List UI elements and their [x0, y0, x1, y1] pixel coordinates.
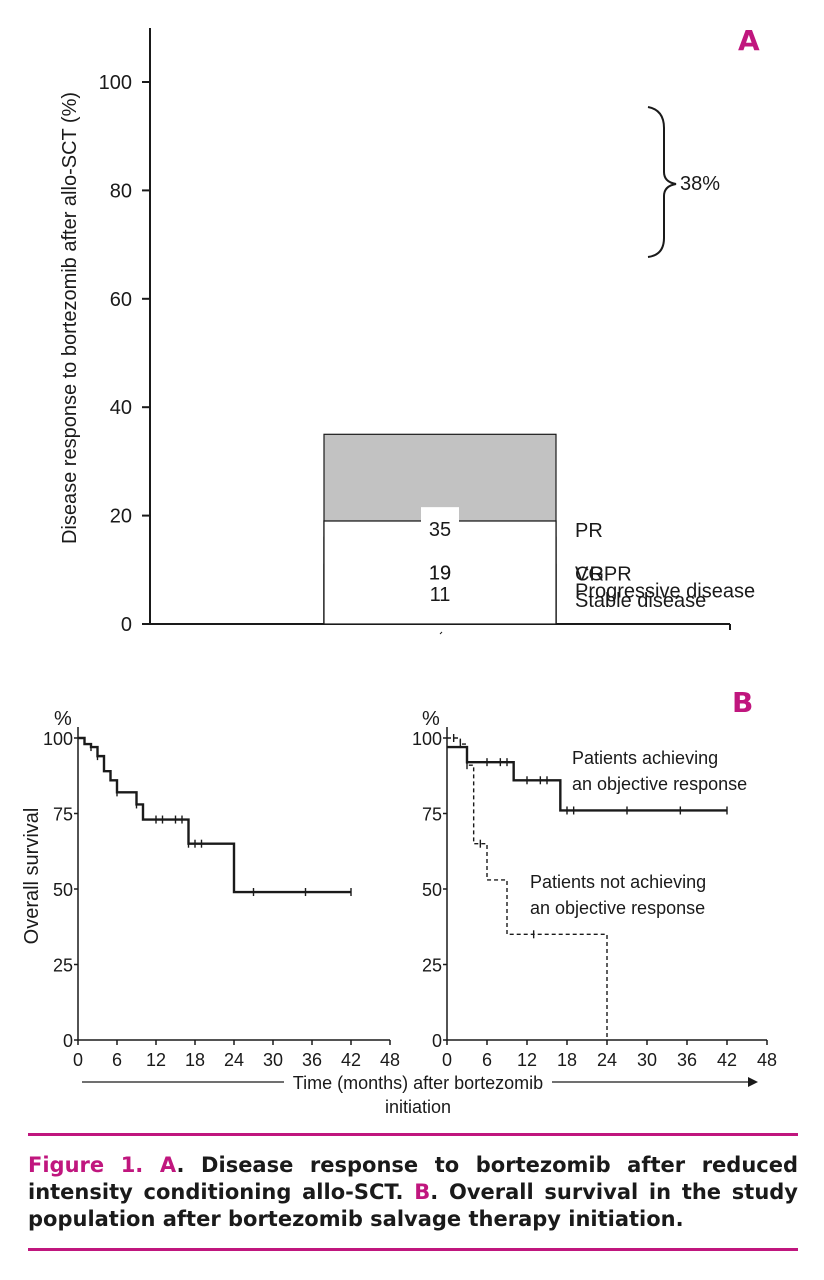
panel-br-x-tick-label: 6: [482, 1050, 492, 1070]
panel-b-right-plot: 0 25 50 75 100 0 6 12 18 24 30 36 42 48: [412, 727, 777, 1070]
legend-nonresponders: Patients not achieving an objective resp…: [530, 872, 711, 918]
legend-responders-line1: Patients achieving: [572, 748, 718, 768]
panel-a-y-tick-label: 80: [110, 180, 132, 202]
panel-a-x-center-mark: [439, 631, 443, 635]
panel-br-y-tick-label: 50: [422, 880, 442, 900]
panel-br-y-tick-label: 100: [412, 729, 442, 749]
panel-bl-yunit: %: [54, 708, 72, 730]
panel-br-yunit: %: [422, 708, 440, 730]
caption-bottom-rule: [28, 1248, 798, 1251]
panel-br-y-tick-label: 75: [422, 805, 442, 825]
legend-responders-line2: an objective response: [572, 774, 747, 794]
segment-value-label: 11: [430, 584, 451, 606]
panel-a-y-tick-label: 60: [110, 289, 132, 311]
panel-bl-y-tick-label: 0: [63, 1031, 73, 1051]
panel-bl-x-tick-label: 48: [380, 1050, 400, 1070]
panel-bl-survival-curve: [78, 736, 351, 894]
panel-a-bracket: [647, 106, 677, 258]
panel-b-left-plot: 0 25 50 75 100 0 6 12 18 24 30 36 42 48: [43, 727, 400, 1070]
panel-bl-x-tick-label: 18: [185, 1050, 205, 1070]
panel-bl-ylabel: Overall survival: [21, 808, 43, 945]
panel-br-x-tick-label: 0: [442, 1050, 452, 1070]
panel-a-y-tick-label: 0: [121, 614, 132, 636]
caption-text-b: . Overall survival in the study populati…: [28, 1180, 798, 1231]
panel-a: A Disease response to bortezomib after a…: [59, 24, 760, 636]
panel-br-x-tick-label: 12: [517, 1050, 537, 1070]
panel-br-x-tick-label: 30: [637, 1050, 657, 1070]
segment-name-label: Stable disease: [575, 590, 706, 612]
time-axis-label-line2: initiation: [385, 1097, 451, 1117]
segment-name-label: VGPR: [575, 564, 632, 586]
segment-value-label: 19: [429, 563, 451, 585]
caption-top-rule: [28, 1133, 798, 1136]
panel-bl-y-tick-label: 100: [43, 729, 73, 749]
panel-br-x-tick-label: 42: [717, 1050, 737, 1070]
panel-bl-x-tick-label: 24: [224, 1050, 244, 1070]
panel-bl-y-tick-label: 50: [53, 880, 73, 900]
segment-value-label: 19: [429, 563, 451, 585]
segment-name-label: PR: [575, 520, 603, 542]
panel-a-axes: 0 20 40 60 80 100: [99, 28, 731, 636]
panel-a-y-tick-label: 100: [99, 72, 132, 94]
figure-caption: Figure 1. A. Disease response to bortezo…: [28, 1152, 798, 1233]
caption-prefix: Figure 1.: [28, 1153, 160, 1177]
segment-value-box: [421, 572, 459, 617]
time-arrow-head: [748, 1077, 758, 1087]
panel-a-y-tick-label: 20: [110, 506, 132, 528]
panel-a-ylabel: Disease response to bortezomib after all…: [59, 92, 81, 544]
panel-br-y-tick-label: 0: [432, 1031, 442, 1051]
panel-bl-x-tick-label: 42: [341, 1050, 361, 1070]
panel-br-x-tick-label: 24: [597, 1050, 617, 1070]
panel-a-letter: A: [738, 24, 760, 57]
legend-nonresponders-line1: Patients not achieving: [530, 872, 706, 892]
panel-a-y-tick-label: 40: [110, 397, 132, 419]
panel-bl-x-tick-label: 36: [302, 1050, 322, 1070]
panel-br-x-tick-label: 18: [557, 1050, 577, 1070]
panel-br-x-tick-label: 48: [757, 1050, 777, 1070]
panel-a-bracket-label: 38%: [680, 173, 720, 195]
figure-1: A Disease response to bortezomib after a…: [21, 24, 777, 1117]
legend-nonresponders-line2: an objective response: [530, 898, 705, 918]
panel-b: B Overall survival % % 0 25 50 75 100 0 6 12 18 2…: [21, 686, 777, 1117]
segment-value-box: [421, 507, 459, 552]
panel-b-letter: B: [732, 686, 753, 719]
segment-value-label: 35: [429, 519, 451, 541]
time-axis-label: Time (months) after bortezomib: [293, 1073, 543, 1093]
segment-name-label: Progressive disease: [575, 581, 755, 603]
caption-panel-b: B: [414, 1180, 431, 1204]
panel-br-y-tick-label: 25: [422, 956, 442, 976]
caption-panel-a: A: [159, 1153, 177, 1177]
panel-bl-y-tick-label: 75: [53, 805, 73, 825]
panel-br-x-tick-label: 36: [677, 1050, 697, 1070]
legend-responders: Patients achieving an objective response: [572, 748, 747, 794]
panel-bl-x-tick-label: 0: [73, 1050, 83, 1070]
segment-name-label: CR: [575, 564, 604, 586]
caption-text-a: . Disease response to bortezomib after r…: [28, 1153, 798, 1204]
panel-bl-x-tick-label: 6: [112, 1050, 122, 1070]
panel-bl-x-tick-label: 30: [263, 1050, 283, 1070]
panel-bl-x-tick-label: 12: [146, 1050, 166, 1070]
panel-bl-y-tick-label: 25: [53, 956, 73, 976]
